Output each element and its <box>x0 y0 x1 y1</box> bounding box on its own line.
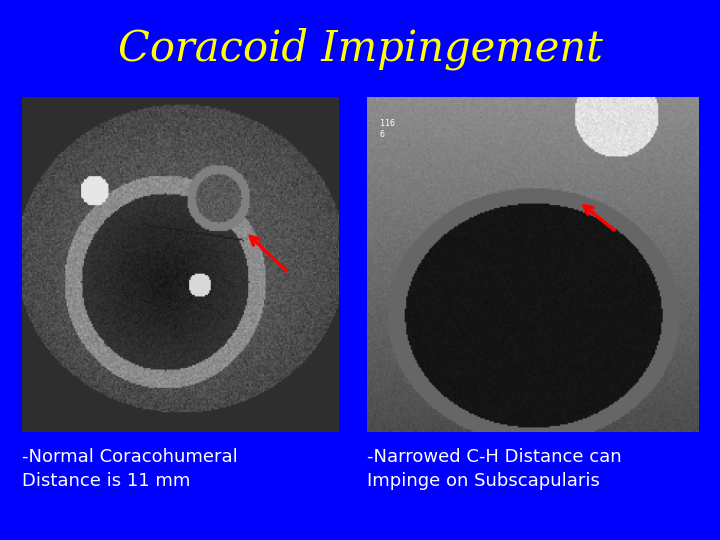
Text: 116
6: 116 6 <box>380 119 395 139</box>
Text: -Normal Coracohumeral
Distance is 11 mm: -Normal Coracohumeral Distance is 11 mm <box>22 448 238 490</box>
Text: Coracoid Impingement: Coracoid Impingement <box>117 27 603 70</box>
Text: -Narrowed C-H Distance can
Impinge on Subscapularis: -Narrowed C-H Distance can Impinge on Su… <box>367 448 622 490</box>
